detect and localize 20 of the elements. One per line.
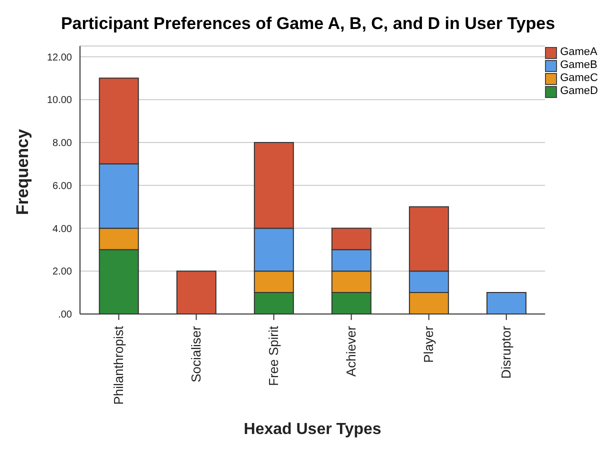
chart-title: Participant Preferences of Game A, B, C, and D in User Types [60,13,556,34]
x-axis-title: Hexad User Types [244,421,382,438]
x-tick-label: Socialiser [188,325,204,382]
legend-label: GameC [560,72,598,85]
legend-label: GameB [560,59,598,72]
y-tick-label: .00 [58,310,72,321]
y-axis-title: Frequency [13,128,32,215]
x-tick-label: Disruptor [498,325,514,379]
y-tick-label: 12.00 [46,52,72,64]
x-tick-label: Achiever [344,325,359,377]
y-tick-label: 10.00 [46,95,72,106]
x-tick-label: Philanthropist [110,326,126,405]
y-tick-label: 4.00 [52,224,72,235]
y-tick-label: 6.00 [52,180,72,192]
y-tick-label: 8.00 [52,138,72,150]
x-tick-label: Player [421,325,436,363]
legend-label: GameA [560,46,598,59]
legend-label: GameD [560,85,598,98]
x-tick-label: Free Spirit [266,326,282,386]
y-tick-label: 2.00 [52,266,72,278]
